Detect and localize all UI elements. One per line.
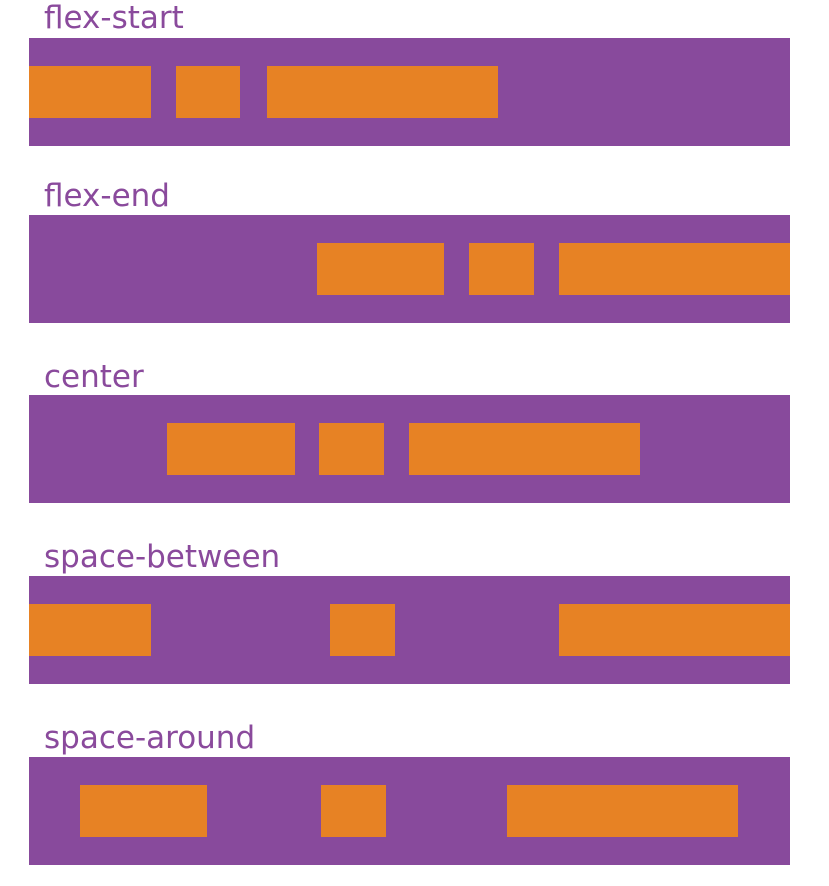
flex-container — [29, 395, 790, 503]
row-center: center — [0, 362, 829, 522]
row-label: flex-start — [44, 0, 184, 36]
flex-item — [330, 604, 395, 656]
row-label: space-between — [44, 539, 281, 575]
flex-item — [80, 785, 207, 837]
row-space-between: space-between — [0, 542, 829, 702]
flex-item — [409, 423, 640, 475]
row-flex-start: flex-start — [0, 3, 829, 163]
flex-container — [29, 38, 790, 146]
flex-container — [29, 576, 790, 684]
flex-item — [319, 423, 384, 475]
flex-item — [469, 243, 534, 295]
row-label: center — [44, 359, 144, 395]
row-space-around: space-around — [0, 723, 829, 883]
flex-item — [321, 785, 386, 837]
flex-item — [29, 604, 151, 656]
flex-item — [267, 66, 498, 118]
flex-item — [507, 785, 738, 837]
flex-container — [29, 215, 790, 323]
row-label: space-around — [44, 720, 256, 756]
flex-item — [29, 66, 151, 118]
flex-item — [559, 604, 790, 656]
flex-container — [29, 757, 790, 865]
flex-item — [176, 66, 240, 118]
flex-item — [167, 423, 295, 475]
row-label: flex-end — [44, 178, 170, 214]
flex-item — [559, 243, 790, 295]
flex-item — [317, 243, 444, 295]
row-flex-end: flex-end — [0, 181, 829, 341]
